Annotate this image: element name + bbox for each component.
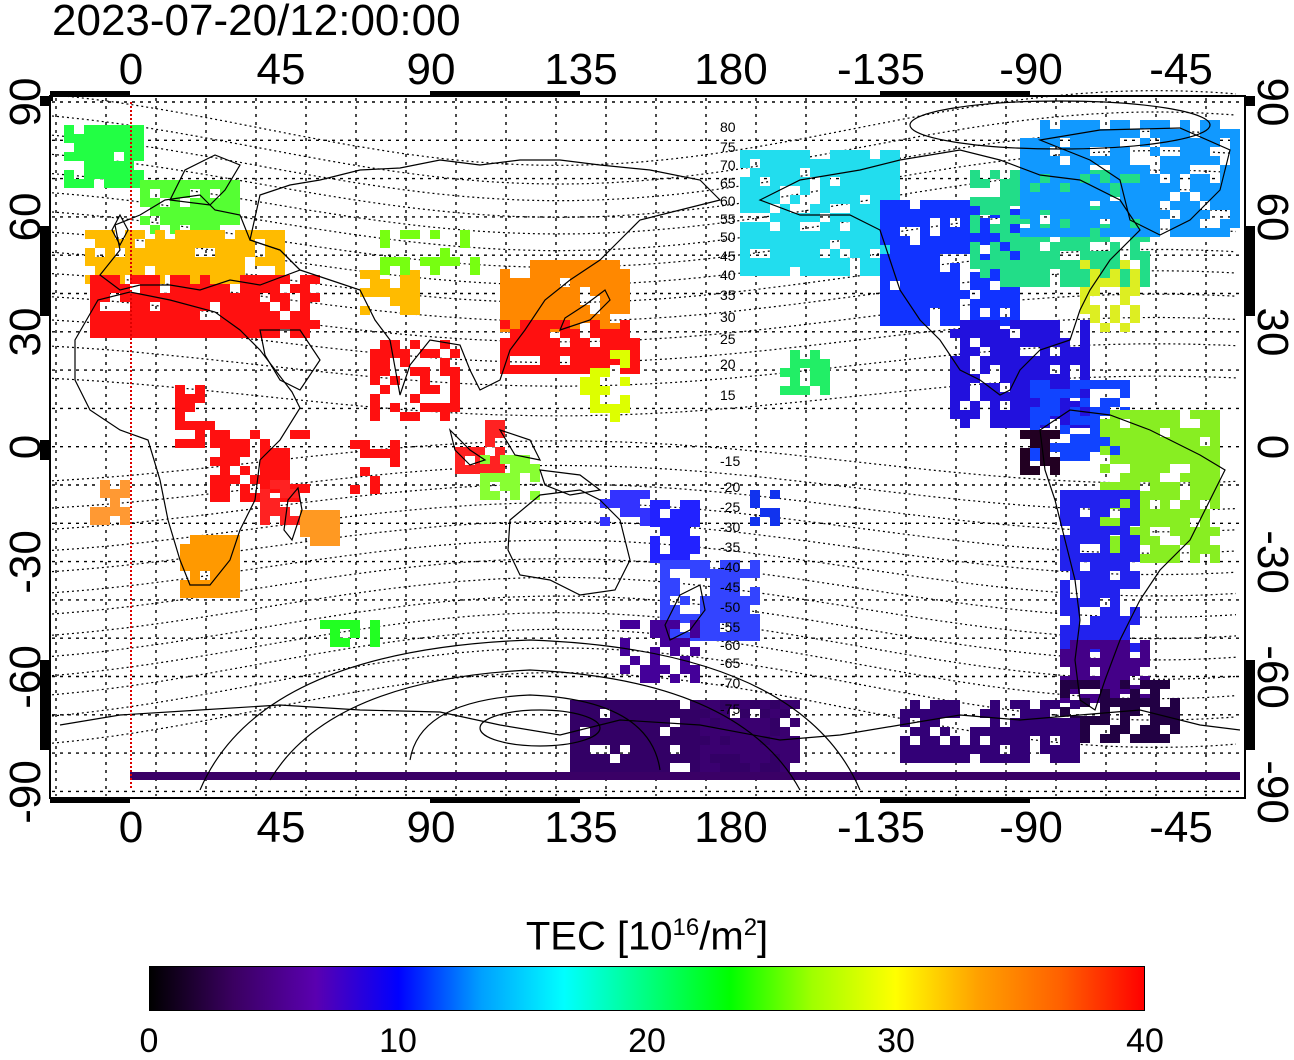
tec-patch <box>1100 410 1220 563</box>
frame-border-segments <box>40 91 1255 803</box>
lat-tick-right: -90 <box>1248 760 1294 824</box>
tec-patch <box>64 125 144 188</box>
tec-patch <box>1020 120 1240 237</box>
lon-tick-bottom: 135 <box>544 803 618 852</box>
lat-tick-right: 30 <box>1248 307 1294 357</box>
lon-tick-top: -90 <box>999 45 1063 94</box>
maglat-label: 70 <box>720 157 736 173</box>
lon-tick-bottom: -135 <box>836 803 926 852</box>
tec-patch <box>380 230 480 275</box>
maglat-label: 40 <box>720 267 736 283</box>
maglat-label: 55 <box>720 211 736 227</box>
lon-tick-bottom: 45 <box>256 803 306 852</box>
maglat-label: 45 <box>720 248 736 264</box>
tec-patch <box>480 455 540 500</box>
lat-tick-right: 90 <box>1248 77 1294 127</box>
tec-patch <box>370 340 460 421</box>
tec-patch <box>700 700 800 772</box>
maglat-label: 35 <box>720 287 736 303</box>
magnetic-latitude-labels: 80 75 70 65 60 55 50 45 40 35 30 25 20 15 -15 -20 -25 -30… <box>720 119 740 717</box>
lat-tick-left: -60 <box>1 645 50 709</box>
maglat-label: 30 <box>720 309 736 325</box>
maglat-label: 25 <box>720 331 736 347</box>
lat-tick-right: 60 <box>1248 192 1294 242</box>
lat-tick-right: 0 <box>1248 434 1294 460</box>
tec-patch <box>1060 490 1140 652</box>
tec-data-patches <box>64 120 1240 780</box>
colorbar-tick: 30 <box>877 1022 915 1060</box>
maglat-label: -35 <box>720 539 740 555</box>
lat-tick-left: -90 <box>1 760 50 824</box>
maglat-label: 20 <box>720 356 736 372</box>
colorbar-tick: 10 <box>379 1022 417 1060</box>
tec-patch <box>580 350 630 422</box>
maglat-label: 50 <box>720 229 736 245</box>
tec-patch <box>90 275 320 338</box>
tec-patch <box>180 535 240 598</box>
maglat-label: -45 <box>720 579 740 595</box>
lon-tick-bottom: 0 <box>118 803 144 852</box>
tec-patch <box>300 510 340 546</box>
tec-patch <box>1080 260 1140 332</box>
maglat-label: -75 <box>720 701 740 717</box>
lat-tick-right: -60 <box>1248 645 1294 709</box>
tec-patch <box>650 500 700 563</box>
maglat-label: 80 <box>720 119 736 135</box>
lon-tick-top: 135 <box>544 45 618 94</box>
tec-patch <box>750 490 780 526</box>
maglat-label: -15 <box>720 453 740 469</box>
lon-tick-top: -45 <box>1149 45 1213 94</box>
lon-tick-bottom: -90 <box>999 803 1063 852</box>
tec-patch <box>175 385 215 448</box>
colorbar-tick: 20 <box>628 1022 666 1060</box>
colorbar-tick: 0 <box>139 1022 159 1060</box>
tec-patch <box>350 440 400 494</box>
tec-map: 80 75 70 65 60 55 50 45 40 35 30 25 20 15 -15 -20 -25 -30… <box>40 90 1255 803</box>
lon-tick-bottom: -45 <box>1149 803 1213 852</box>
lat-tick-left: 60 <box>1 192 50 242</box>
lat-tick-left: 30 <box>1 307 50 357</box>
maglat-label: -50 <box>720 599 740 615</box>
maglat-label: -20 <box>720 479 740 495</box>
lon-tick-top: 45 <box>256 45 306 94</box>
maglat-label: 15 <box>720 387 736 403</box>
lon-tick-top: 90 <box>406 45 456 94</box>
tec-patch <box>1020 430 1060 475</box>
tec-patch <box>140 180 240 234</box>
colorbar-label: TEC [1016/m2] <box>525 914 769 959</box>
lat-tick-left: -30 <box>1 530 50 594</box>
tec-antarctic-strip <box>130 772 1240 780</box>
maglat-label: -25 <box>720 499 740 515</box>
lon-tick-top: -135 <box>836 45 926 94</box>
tec-patch <box>1060 680 1180 743</box>
lon-tick-top: 180 <box>694 45 768 94</box>
maglat-label: -30 <box>720 519 740 535</box>
maglat-label: -55 <box>720 619 740 635</box>
colorbar-tick: 40 <box>1126 1022 1164 1060</box>
timestamp-title: 2023-07-20/12:00:00 <box>52 0 461 45</box>
maglat-label: 65 <box>720 175 736 191</box>
lat-tick-right: -30 <box>1248 530 1294 594</box>
tec-patch <box>900 700 1080 763</box>
tec-patch <box>320 620 380 647</box>
lon-tick-top: 0 <box>118 45 144 94</box>
maglat-label: -40 <box>720 559 740 575</box>
maglat-label: 75 <box>720 139 736 155</box>
tec-patch <box>780 350 830 395</box>
tec-patch <box>90 480 130 525</box>
maglat-label: 60 <box>720 193 736 209</box>
lat-tick-left: 0 <box>1 434 50 460</box>
lat-tick-left: 90 <box>1 77 50 127</box>
lon-tick-bottom: 90 <box>406 803 456 852</box>
coastlines <box>59 100 1241 791</box>
lon-tick-bottom: 180 <box>694 803 768 852</box>
maglat-label: -65 <box>720 655 740 671</box>
tec-patch <box>600 490 650 526</box>
tec-patch <box>500 260 630 332</box>
maglat-label: -70 <box>720 675 740 691</box>
maglat-label: -60 <box>720 637 740 653</box>
tec-patch <box>620 620 700 683</box>
colorbar <box>149 966 1145 1011</box>
